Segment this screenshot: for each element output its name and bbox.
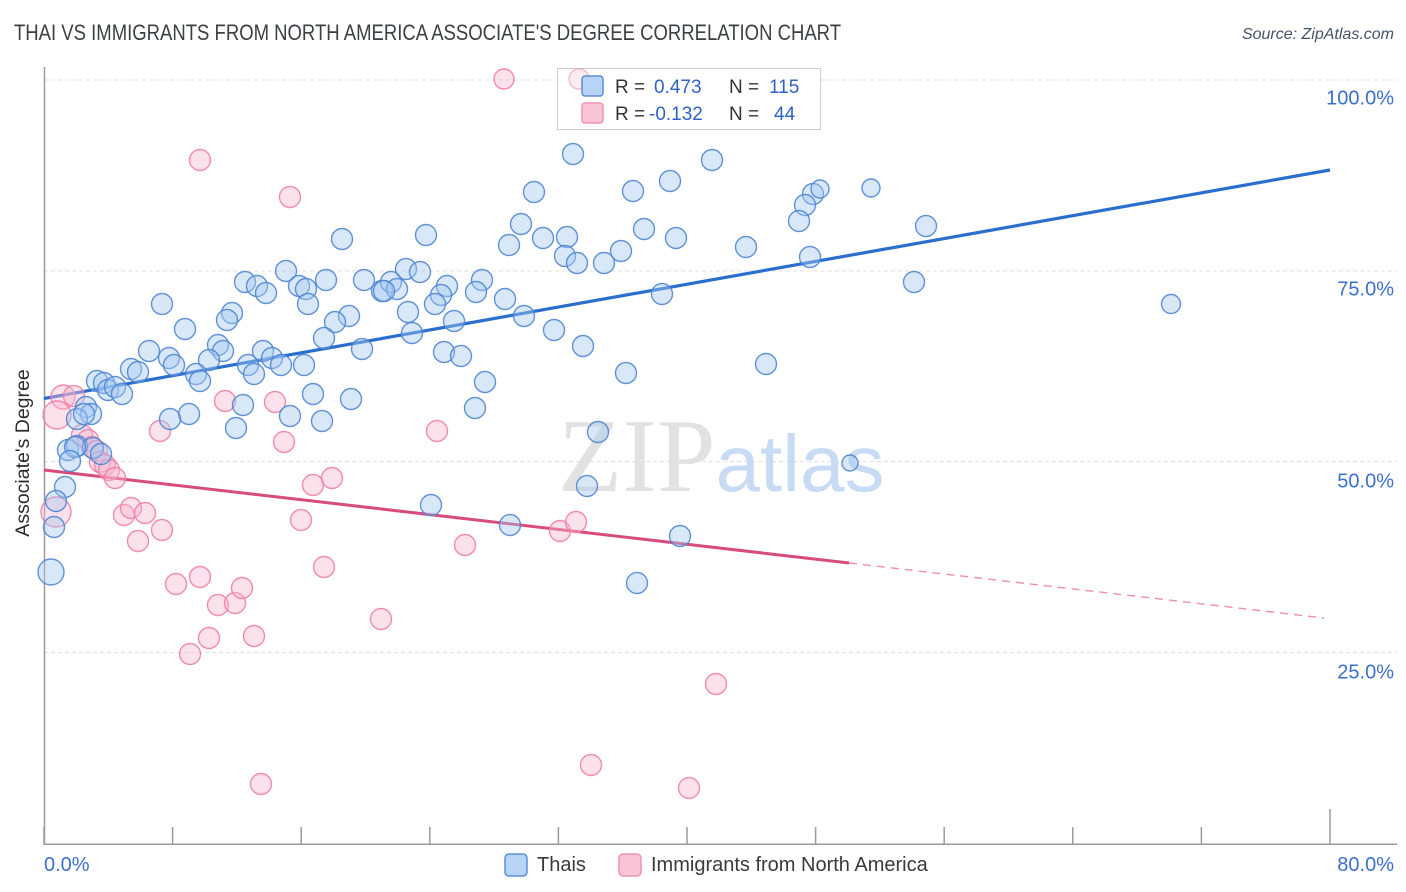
svg-text:N =: N = bbox=[729, 104, 759, 125]
svg-text:0.0%: 0.0% bbox=[44, 854, 90, 876]
svg-text:100.0%: 100.0% bbox=[1326, 88, 1394, 110]
svg-text:THAI VS IMMIGRANTS FROM NORTH: THAI VS IMMIGRANTS FROM NORTH AMERICA AS… bbox=[14, 20, 841, 45]
svg-text:115: 115 bbox=[769, 77, 799, 98]
svg-text:Immigrants from North America: Immigrants from North America bbox=[651, 854, 929, 876]
svg-text:25.0%: 25.0% bbox=[1337, 662, 1394, 684]
svg-text:N =: N = bbox=[729, 77, 759, 98]
svg-text:Thais: Thais bbox=[537, 854, 586, 876]
svg-text:80.0%: 80.0% bbox=[1337, 854, 1394, 876]
svg-text:75.0%: 75.0% bbox=[1337, 279, 1394, 301]
svg-text:50.0%: 50.0% bbox=[1337, 471, 1394, 493]
svg-text:Source: ZipAtlas.com: Source: ZipAtlas.com bbox=[1242, 26, 1394, 43]
svg-text:0.473: 0.473 bbox=[654, 77, 702, 98]
svg-text:R =: R = bbox=[615, 77, 645, 98]
svg-text:R =: R = bbox=[615, 104, 645, 125]
svg-text:44: 44 bbox=[774, 104, 796, 125]
svg-text:-0.132: -0.132 bbox=[649, 104, 703, 125]
svg-text:Associate's Degree: Associate's Degree bbox=[12, 369, 34, 536]
